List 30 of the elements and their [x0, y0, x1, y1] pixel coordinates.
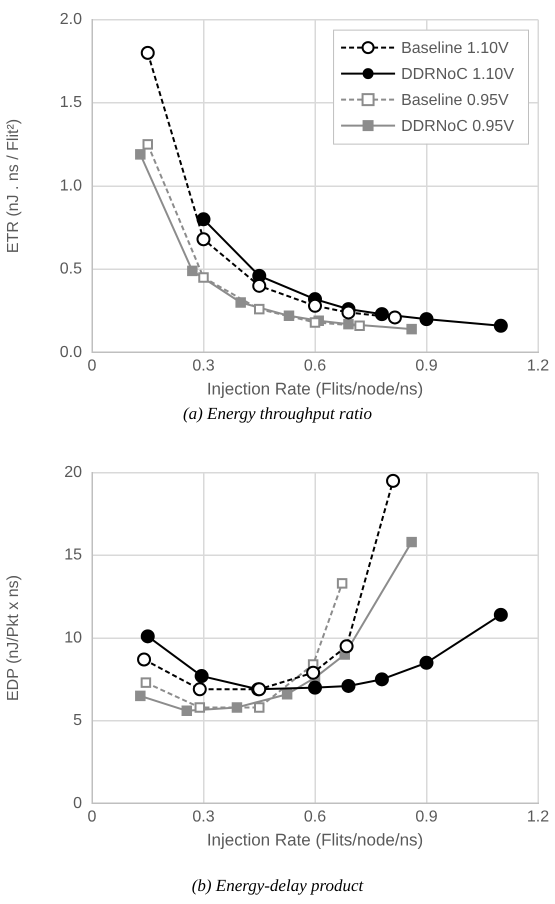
text: (a) Energy throughput ratio: [182, 404, 374, 424]
x-tick-label: 1.2: [526, 357, 550, 374]
y-tick-label: 0: [73, 794, 82, 812]
x-tick-label: 0.9: [415, 808, 438, 826]
x-tick-label: 0.6: [304, 808, 326, 826]
y-tick-label: 0.0: [60, 344, 82, 361]
y-tick-label: 20: [64, 464, 82, 482]
y-tick-label: 5: [73, 712, 82, 730]
legend-label: DDRNoC 1.10V: [401, 66, 514, 84]
y-tick-label: 2.0: [60, 11, 82, 28]
x-tick-label: 0.3: [192, 808, 215, 826]
y-axis-title: ETR (nJ . ns / Flit²): [5, 118, 22, 254]
y-tick-label: 1.5: [60, 94, 82, 112]
legend-label: Baseline 0.95V: [401, 92, 510, 110]
x-tick-label: 0.3: [192, 357, 215, 374]
x-tick-label: 0.9: [415, 357, 438, 374]
x-tick-label: 0.6: [304, 357, 326, 374]
x-tick-label: 1.2: [526, 808, 550, 826]
y-tick-label: 0.5: [60, 260, 82, 278]
x-axis-title: Injection Rate (Flits/node/ns): [206, 830, 424, 850]
x-tick-label: 0: [88, 357, 97, 374]
y-tick-label: 15: [64, 546, 82, 564]
legend-label: DDRNoC 0.95V: [401, 118, 514, 136]
y-axis-title: EDP (nJ/Pkt x ns): [5, 575, 22, 701]
x-tick-label: 0: [88, 808, 97, 826]
text: (b) Energy-delay product: [190, 876, 364, 896]
y-tick-label: 1.0: [60, 177, 82, 194]
legend-label: Baseline 1.10V: [401, 40, 510, 58]
x-axis-title: Injection Rate (Flits/node/ns): [206, 379, 424, 398]
y-tick-label: 10: [64, 629, 82, 646]
